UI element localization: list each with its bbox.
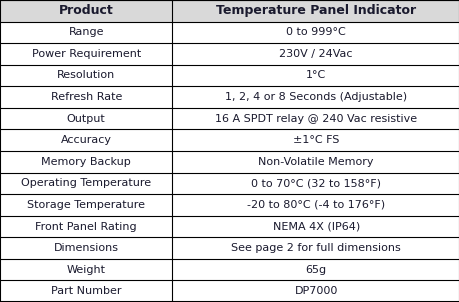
Bar [0, 86, 172, 108]
Text: 0 to 70°C (32 to 158°F): 0 to 70°C (32 to 158°F) [251, 178, 381, 188]
Bar [172, 216, 459, 237]
Bar [172, 43, 459, 65]
Bar [0, 237, 172, 259]
Bar [0, 151, 172, 172]
Bar [0, 65, 172, 86]
Text: Resolution: Resolution [57, 70, 115, 81]
Bar [172, 65, 459, 86]
Text: ±1°C FS: ±1°C FS [292, 135, 339, 145]
Text: NEMA 4X (IP64): NEMA 4X (IP64) [272, 221, 359, 232]
Bar [0, 0, 172, 21]
Text: Output: Output [67, 114, 106, 124]
Bar [0, 194, 172, 216]
Text: Refresh Rate: Refresh Rate [50, 92, 122, 102]
Bar [172, 108, 459, 130]
Bar [172, 237, 459, 259]
Text: Front Panel Rating: Front Panel Rating [35, 221, 137, 232]
Text: 65g: 65g [305, 265, 326, 275]
Bar [0, 108, 172, 130]
Text: -20 to 80°C (-4 to 176°F): -20 to 80°C (-4 to 176°F) [246, 200, 385, 210]
Text: Weight: Weight [67, 265, 106, 275]
Text: Memory Backup: Memory Backup [41, 157, 131, 167]
Bar [172, 281, 459, 302]
Text: Product: Product [59, 4, 113, 17]
Bar [0, 43, 172, 65]
Text: 1, 2, 4 or 8 Seconds (Adjustable): 1, 2, 4 or 8 Seconds (Adjustable) [225, 92, 406, 102]
Text: Dimensions: Dimensions [54, 243, 118, 253]
Text: 230V / 24Vac: 230V / 24Vac [279, 49, 352, 59]
Text: Accuracy: Accuracy [61, 135, 112, 145]
Text: See page 2 for full dimensions: See page 2 for full dimensions [231, 243, 400, 253]
Text: 0 to 999°C: 0 to 999°C [286, 27, 345, 37]
Bar [172, 259, 459, 281]
Bar [0, 172, 172, 194]
Bar [172, 86, 459, 108]
Bar [0, 259, 172, 281]
Bar [0, 216, 172, 237]
Text: Range: Range [68, 27, 104, 37]
Bar [0, 21, 172, 43]
Bar [172, 0, 459, 21]
Bar [0, 130, 172, 151]
Bar [172, 172, 459, 194]
Bar [172, 194, 459, 216]
Text: Part Number: Part Number [51, 286, 121, 296]
Bar [172, 21, 459, 43]
Bar [172, 130, 459, 151]
Text: Storage Temperature: Storage Temperature [27, 200, 145, 210]
Text: Non-Volatile Memory: Non-Volatile Memory [258, 157, 373, 167]
Bar [172, 151, 459, 172]
Text: DP7000: DP7000 [294, 286, 337, 296]
Text: Power Requirement: Power Requirement [32, 49, 140, 59]
Text: 16 A SPDT relay @ 240 Vac resistive: 16 A SPDT relay @ 240 Vac resistive [215, 114, 416, 124]
Text: Temperature Panel Indicator: Temperature Panel Indicator [216, 4, 415, 17]
Bar [0, 281, 172, 302]
Text: Operating Temperature: Operating Temperature [21, 178, 151, 188]
Text: 1°C: 1°C [305, 70, 326, 81]
